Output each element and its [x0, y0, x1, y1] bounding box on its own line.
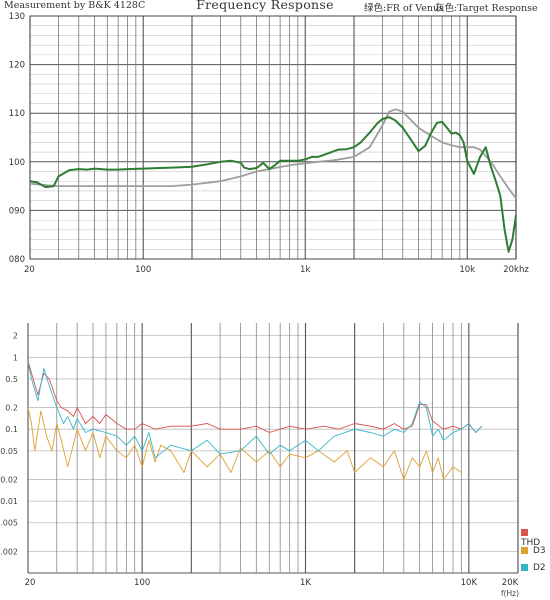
fr-series: [29, 108, 517, 253]
thd-ytick-label: 0.05: [0, 447, 18, 456]
fr-grid: [29, 15, 517, 260]
fr-ytick-label: 090: [9, 206, 25, 216]
measurement-note: Measurement by B&K 4128C: [4, 0, 146, 11]
legend-thd-label: THD: [521, 538, 541, 548]
thd-tick-labels: 2 1 0.5 0.2 0.1 0.05 0.02 0.01 0.005 0.002 20 100 1K…: [0, 332, 519, 598]
thd-xtick-label: 20K: [502, 578, 519, 588]
thd-ytick-label: 0.5: [5, 375, 18, 384]
thd-grid: [27, 323, 519, 574]
green-legend-note: 绿色:FR of Venus: [364, 3, 444, 14]
fr-tick-labels: 080 090 100 110 120 130 20 100 1k 10k 20khz: [9, 12, 530, 275]
thd-ytick-label: 0.01: [0, 497, 18, 506]
fr-ytick-label: 120: [9, 61, 25, 71]
fr-ytick-label: 130: [9, 12, 25, 22]
thd-xtick-label: 100: [134, 578, 150, 588]
thd-series-thd-line: [27, 360, 483, 433]
thd-ytick-label: 0.02: [0, 475, 18, 484]
distortion-chart: 2 1 0.5 0.2 0.1 0.05 0.02 0.01 0.005 0.002 20 100 1K…: [0, 323, 519, 598]
fr-xtick-label: 1k: [300, 265, 310, 275]
gray-legend-note: 灰色:Target Response: [435, 3, 538, 14]
fr-ytick-label: 110: [9, 109, 25, 119]
fr-xtick-label: 20: [24, 265, 35, 275]
legend-thd: THD: [521, 528, 550, 548]
thd-xtick-label: 20: [25, 578, 36, 588]
legend-d3-label: D3: [533, 546, 546, 556]
thd-ytick-label: 0.2: [5, 404, 18, 413]
fr-venus-line: [29, 116, 517, 253]
legend-d2: D2: [521, 563, 546, 573]
thd-xtick-label: 10K: [461, 578, 478, 588]
fr-xtick-label: 10k: [459, 265, 475, 275]
fr-ytick-label: 100: [9, 158, 25, 168]
thd-ytick-label: 2: [13, 332, 18, 341]
thd-series-d2-line: [27, 362, 483, 459]
legend-d3-swatch: [521, 547, 528, 554]
chart-title: Frequency Response: [196, 0, 334, 12]
thd-ytick-label: 0.002: [0, 547, 18, 556]
thd-series-d3-line: [27, 407, 462, 480]
legend-d2-swatch: [521, 564, 528, 571]
thd-ytick-label: 0.005: [0, 519, 18, 528]
thd-xaxis-label: f(Hz): [501, 589, 519, 598]
frequency-response-chart: 080 090 100 110 120 130 20 100 1k 10k 20khz: [9, 12, 530, 275]
thd-series: [27, 360, 483, 480]
thd-ytick-label: 0.1: [5, 425, 18, 434]
fr-xtick-label: 20khz: [503, 265, 529, 275]
fr-frame: [29, 15, 517, 260]
fr-ytick-label: 080: [9, 255, 25, 265]
legend-d2-label: D2: [533, 563, 546, 573]
fr-xtick-label: 100: [135, 265, 151, 275]
thd-ytick-label: 1: [13, 353, 18, 362]
legend-thd-swatch: [521, 529, 528, 536]
fr-target-line: [29, 108, 517, 199]
legend-d3: D3: [521, 546, 546, 556]
thd-xtick-label: 1K: [300, 578, 311, 588]
